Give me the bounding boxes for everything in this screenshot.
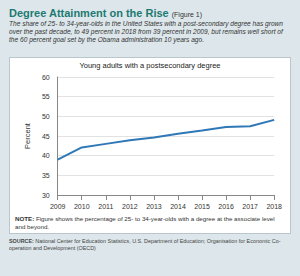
svg-text:2013: 2013 [146,203,162,210]
svg-text:60: 60 [42,74,50,81]
html-text:SOURCE: National Center for Ed: SOURCE: National Center for Education St… [9,238,281,251]
svg-text:2015: 2015 [194,203,210,210]
html-text:Degree Attainment on the Rise: Degree Attainment on the Rise (Figure 1) [9,7,203,19]
svg-text:2009: 2009 [50,203,66,210]
html-text:NOTE: Figure shows the percent: NOTE: Figure shows the percentage of 25-… [15,215,275,230]
svg-text:2011: 2011 [98,203,113,210]
html-text:Young adults with a postsecond: Young adults with a postsecondary degree [79,61,221,70]
svg-text:45: 45 [42,133,50,140]
svg-text:2012: 2012 [122,203,138,210]
svg-text:Percent: Percent [23,122,32,149]
svg-text:30: 30 [42,192,50,199]
svg-text:35: 35 [42,172,50,179]
html-text:The share of 25- to 34-year-ol: The share of 25- to 34-year-olds in the … [9,20,283,44]
svg-text:2016: 2016 [218,203,234,210]
svg-text:40: 40 [42,152,50,159]
svg-text:2018: 2018 [266,203,282,210]
svg-text:50: 50 [42,113,50,120]
svg-text:2010: 2010 [74,203,90,210]
svg-text:2014: 2014 [170,203,186,210]
svg-text:55: 55 [42,93,50,100]
svg-text:2017: 2017 [242,203,258,210]
